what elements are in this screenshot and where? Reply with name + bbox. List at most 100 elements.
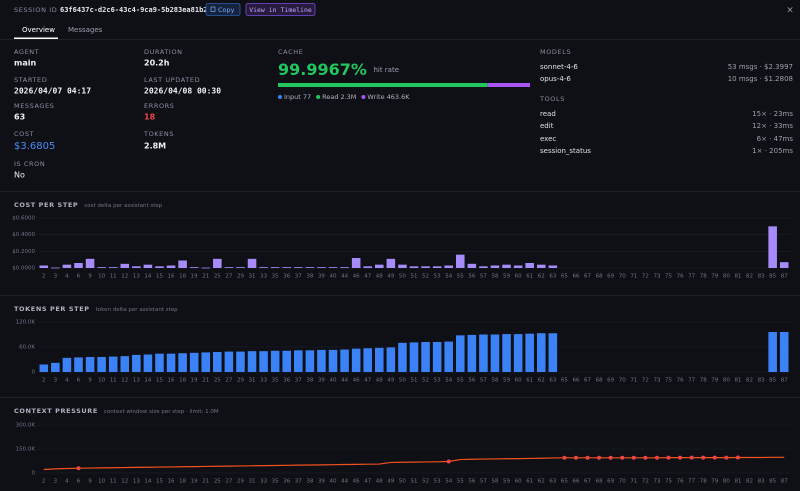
x-tick-label: 44	[341, 378, 348, 384]
x-tick-label: 4	[65, 378, 69, 384]
stat-value: 2026/04/08 00:30	[144, 87, 221, 96]
error-marker	[735, 455, 740, 460]
stat-label: MESSAGES	[14, 102, 55, 110]
bar	[97, 357, 106, 372]
x-tick-label: 19	[191, 274, 198, 280]
x-tick-label: 69	[607, 378, 614, 384]
timeline-button[interactable]: View in Timeline	[245, 3, 316, 16]
bar	[490, 265, 500, 268]
bar	[132, 354, 141, 372]
x-tick-label: 47	[364, 274, 371, 280]
bar	[247, 258, 257, 268]
bar	[62, 357, 72, 372]
x-tick-label: 71	[630, 378, 637, 384]
bar	[294, 350, 303, 372]
tool-name: session_status	[540, 147, 591, 155]
copy-button[interactable]: Copy	[205, 3, 241, 16]
x-tick-label: 72	[642, 378, 649, 384]
x-tick-label: 36	[283, 479, 290, 485]
x-tick-label: 6	[77, 274, 81, 280]
x-tick-label: 59	[503, 378, 510, 384]
bar	[502, 264, 511, 268]
tab-messages[interactable]: Messages	[68, 26, 103, 34]
tool-name: read	[540, 110, 556, 118]
models-label: MODELS	[540, 48, 571, 56]
x-tick-label: 66	[572, 479, 579, 485]
x-tick-label: 33	[260, 274, 267, 280]
tool-detail: 6× · 47ms	[757, 135, 794, 143]
x-tick-label: 33	[260, 378, 267, 384]
bar	[398, 342, 407, 372]
x-tick-label: 81	[734, 274, 741, 280]
x-tick-label: 19	[191, 378, 198, 384]
tab-overview[interactable]: Overview	[22, 26, 55, 34]
x-tick-label: 77	[688, 378, 695, 384]
bar	[328, 349, 338, 372]
x-tick-label: 71	[630, 479, 637, 485]
x-tick-label: 14	[144, 274, 151, 280]
close-button[interactable]: ×	[786, 6, 794, 16]
x-tick-label: 58	[491, 378, 498, 384]
copy-button-bg[interactable]	[205, 3, 241, 16]
x-tick-label: 48	[376, 479, 383, 485]
x-tick-label: 73	[653, 479, 660, 485]
cache-rate: 99.9967% hit rate	[278, 60, 399, 79]
x-tick-label: 59	[503, 274, 510, 280]
x-tick-label: 55	[457, 378, 464, 384]
x-tick-label: 19	[191, 479, 198, 485]
x-tick-label: 6	[77, 378, 81, 384]
x-tick-label: 66	[572, 378, 579, 384]
error-marker	[666, 455, 671, 460]
x-tick-label: 6	[77, 479, 81, 485]
x-tick-label: 12	[121, 274, 128, 280]
stat-label: IS CRON	[14, 160, 45, 168]
y-tick-label: $0.6000	[12, 216, 35, 222]
bar	[548, 265, 558, 268]
bar	[421, 342, 430, 372]
bar	[340, 267, 349, 268]
legend-name: Read	[322, 93, 338, 101]
x-tick-label: 2	[42, 274, 46, 280]
x-tick-label: 85	[769, 274, 776, 280]
x-tick-label: 61	[526, 479, 533, 485]
bar	[768, 332, 777, 372]
x-tick-label: 57	[480, 479, 487, 485]
timeline-label[interactable]: View in Timeline	[249, 6, 312, 14]
x-tick-label: 62	[538, 274, 545, 280]
copy-icon[interactable]	[210, 6, 216, 12]
bar	[409, 266, 419, 268]
copy-label[interactable]: Copy	[218, 6, 235, 14]
bar	[305, 267, 315, 268]
bar	[178, 353, 187, 372]
x-tick-label: 50	[399, 479, 406, 485]
bar	[432, 266, 442, 268]
x-tick-label: 56	[468, 378, 475, 384]
x-tick-label: 60	[515, 378, 522, 384]
x-tick-label: 25	[214, 479, 221, 485]
x-tick-label: 67	[584, 378, 591, 384]
x-tick-label: 69	[607, 274, 614, 280]
x-tick-label: 85	[769, 378, 776, 384]
bar	[444, 265, 453, 268]
y-tick-label: $0.0000	[12, 266, 35, 272]
bar	[155, 353, 164, 372]
error-marker	[608, 455, 613, 460]
x-tick-label: 16	[168, 378, 175, 384]
bar	[340, 349, 349, 372]
x-tick-label: 60	[515, 479, 522, 485]
stat-label: DURATION	[144, 48, 183, 56]
x-tick-label: 10	[98, 378, 105, 384]
tool-name: edit	[540, 122, 554, 130]
timeline-button-bg[interactable]	[245, 3, 316, 16]
x-tick-label: 52	[422, 274, 429, 280]
bar	[351, 348, 361, 372]
bar	[779, 262, 789, 268]
y-tick-label: 60.0K	[19, 345, 35, 351]
bar	[259, 351, 268, 372]
x-tick-label: 14	[144, 479, 151, 485]
x-tick-label: 13	[133, 274, 140, 280]
stat-value: No	[14, 171, 25, 180]
bar	[363, 266, 373, 268]
bar	[305, 350, 315, 372]
